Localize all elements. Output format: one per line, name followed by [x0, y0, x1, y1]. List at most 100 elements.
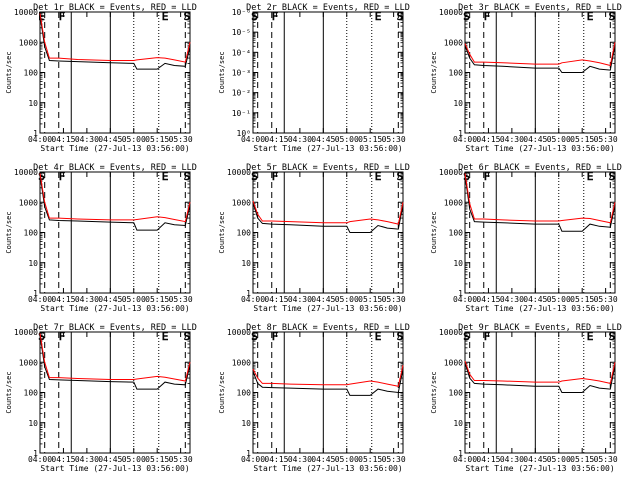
y-tick-label: 1	[246, 449, 251, 458]
panel-title: Det 2r BLACK = Events, RED = LLD	[246, 3, 410, 13]
x-tick-label: 04:00	[28, 455, 52, 464]
x-tick-label: 04:00	[241, 135, 265, 144]
x-tick-label: 04:15	[51, 295, 75, 304]
y-axis-label: Counts/sec	[218, 211, 226, 253]
x-tick-label: 05:30	[594, 135, 618, 144]
flag-marker: S	[397, 170, 404, 183]
y-tick-label: 1000	[19, 198, 38, 207]
x-axis-label: Start Time (27-Jul-13 03:56:00)	[465, 464, 614, 473]
x-tick-label: 04:45	[98, 455, 122, 464]
flag-marker: S	[251, 330, 258, 343]
x-tick-label: 05:00	[547, 135, 571, 144]
flag-marker: E	[375, 330, 382, 343]
x-tick-label: 04:15	[476, 135, 500, 144]
y-axis-label: Counts/sec	[218, 51, 226, 93]
series-events	[39, 174, 191, 231]
flag-marker: S	[38, 170, 45, 183]
panel-title: Det 8r BLACK = Events, RED = LLD	[246, 323, 410, 333]
x-tick-label: 05:30	[382, 455, 406, 464]
x-tick-label: 04:15	[264, 135, 288, 144]
y-tick-label: 10000	[14, 168, 38, 177]
y-tick-label: 1	[458, 289, 463, 298]
y-tick-label: 100	[449, 389, 464, 398]
panel-det-8: Det 8r BLACK = Events, RED = LLD 1 10 100 10…	[218, 323, 410, 473]
plot-frame	[464, 11, 616, 134]
y-tick-label: 10	[241, 259, 251, 268]
flag-marker: E	[162, 170, 169, 183]
x-tick-label: 04:00	[241, 295, 265, 304]
flag-marker: F	[272, 10, 279, 23]
flag-marker: E	[38, 10, 45, 23]
panel-det-9: Det 9r BLACK = Events, RED = LLD 1 10 100 10…	[430, 323, 622, 473]
series-lld	[252, 365, 404, 387]
x-axis-label: Start Time (27-Jul-13 03:56:00)	[465, 304, 614, 313]
series-lld	[464, 42, 616, 67]
y-tick-label: 10	[28, 419, 38, 428]
y-tick-label: 10	[453, 99, 463, 108]
panel-det-7: Det 7r BLACK = Events, RED = LLD 1 10 100 10…	[5, 323, 197, 473]
flag-marker: S	[184, 170, 191, 183]
y-axis-label: Counts/sec	[218, 371, 226, 413]
x-tick-label: 05:15	[145, 135, 169, 144]
y-tick-label: 1000	[19, 38, 38, 47]
y-tick-label: 10⁻⁶	[232, 8, 251, 17]
flag-marker: E	[587, 330, 594, 343]
y-tick-label: 10000	[227, 328, 251, 337]
x-tick-label: 04:15	[51, 135, 75, 144]
panel-title: Det 6r BLACK = Events, RED = LLD	[458, 163, 622, 173]
x-tick-label: 05:00	[122, 295, 146, 304]
flag-marker: S	[609, 330, 616, 343]
plot-frame	[252, 171, 404, 294]
x-tick-label: 05:15	[145, 455, 169, 464]
x-axis-label: Start Time (27-Jul-13 03:56:00)	[40, 304, 189, 313]
y-axis-label: Counts/sec	[430, 371, 438, 413]
series-lld	[39, 173, 191, 223]
plot-frame	[252, 11, 404, 134]
x-tick-label: 05:00	[335, 295, 359, 304]
x-tick-label: 04:30	[500, 135, 524, 144]
x-tick-label: 05:00	[547, 455, 571, 464]
y-axis-label: Counts/sec	[430, 211, 438, 253]
x-axis-label: Start Time (27-Jul-13 03:56:00)	[253, 304, 402, 313]
x-tick-label: 05:15	[358, 455, 382, 464]
x-tick-label: 04:00	[453, 135, 477, 144]
y-tick-label: 100	[24, 389, 39, 398]
series-lld	[464, 360, 616, 384]
x-tick-label: 04:45	[311, 135, 335, 144]
y-tick-label: 10000	[439, 328, 463, 337]
series-events	[464, 362, 616, 393]
plot-frame	[252, 331, 404, 454]
panel-det-4: Det 4r BLACK = Events, RED = LLD 1 10 100 10…	[5, 163, 197, 313]
x-tick-label: 04:45	[523, 455, 547, 464]
y-tick-label: 10	[241, 419, 251, 428]
y-tick-label: 10000	[439, 8, 463, 17]
x-tick-label: 05:00	[547, 295, 571, 304]
panel-det-5: Det 5r BLACK = Events, RED = LLD 1 10 100 10…	[218, 163, 410, 313]
plot-frame	[464, 331, 616, 454]
y-tick-label: 10⁻⁵	[232, 28, 251, 37]
panel-det-6: Det 6r BLACK = Events, RED = LLD 1 10 100 10…	[430, 163, 622, 313]
series-events	[252, 202, 404, 233]
x-tick-label: 04:30	[500, 455, 524, 464]
x-tick-label: 05:15	[358, 135, 382, 144]
x-tick-label: 04:30	[75, 455, 99, 464]
x-axis-label: Start Time (27-Jul-13 03:56:00)	[465, 144, 614, 153]
x-tick-label: 04:30	[288, 135, 312, 144]
x-tick-label: 04:15	[264, 295, 288, 304]
x-tick-label: 05:15	[145, 295, 169, 304]
y-tick-label: 100	[24, 229, 39, 238]
y-axis-label: Counts/sec	[430, 51, 438, 93]
x-tick-label: 04:15	[264, 455, 288, 464]
flag-marker: F	[484, 330, 491, 343]
y-tick-label: 10000	[439, 168, 463, 177]
y-tick-label: 100	[449, 69, 464, 78]
x-tick-label: 04:30	[288, 295, 312, 304]
flag-marker: F	[59, 330, 66, 343]
y-tick-label: 10⁻³	[232, 69, 251, 78]
x-tick-label: 04:30	[288, 455, 312, 464]
flag-marker: S	[463, 10, 470, 23]
flag-marker: S	[463, 170, 470, 183]
x-tick-label: 04:15	[476, 455, 500, 464]
x-tick-label: 04:45	[311, 455, 335, 464]
x-tick-label: 05:00	[122, 135, 146, 144]
